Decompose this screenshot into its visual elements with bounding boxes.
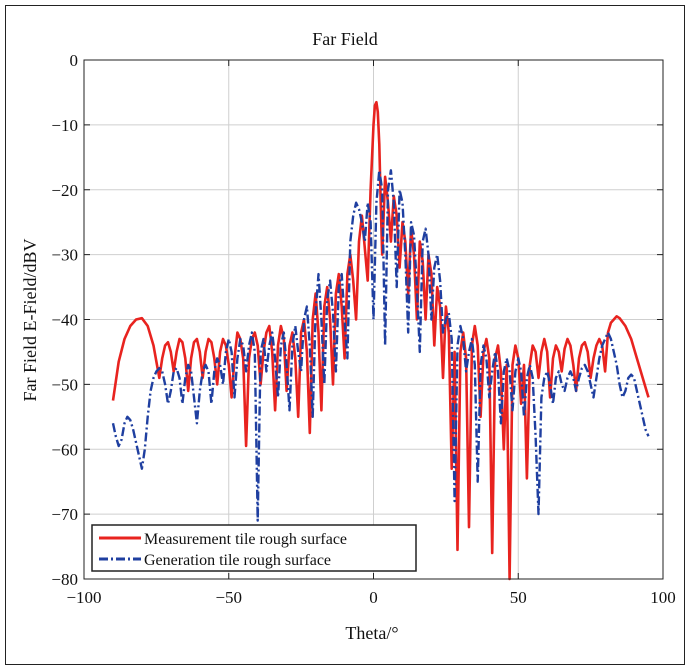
y-tick-label: 0 [70,51,79,70]
y-tick-label: −40 [51,311,78,330]
axis-ticks: −100 −50 0 50 100 0 −10 −20 −30 −40 −50 −60 −70 −80 [51,51,675,607]
y-tick-label: −30 [51,246,78,265]
legend: Measurement tile rough surface Generatio… [91,524,417,572]
y-tick-label: −80 [51,570,78,589]
series-line-measurement [111,100,650,581]
x-tick-label: −50 [215,588,242,607]
legend-box [91,524,417,572]
x-axis-label: Theta/° [345,623,398,643]
series-lines [111,100,650,581]
series-line-generation [111,169,650,522]
legend-label-measurement: Measurement tile rough surface [144,531,347,548]
x-tick-label: −100 [66,588,101,607]
x-tick-label: 50 [510,588,527,607]
y-tick-label: −20 [51,181,78,200]
y-tick-label: −10 [51,116,78,135]
y-tick-label: −70 [51,505,78,524]
y-tick-label: −50 [51,375,78,394]
x-tick-label: 100 [650,588,676,607]
y-axis-label: Far Field E-Field/dBV [20,239,40,402]
x-tick-label: 0 [369,588,378,607]
figure-frame [5,5,685,665]
legend-label-generation: Generation tile rough surface [144,552,331,569]
chart-title: Far Field [312,29,378,49]
y-tick-label: −60 [51,440,78,459]
